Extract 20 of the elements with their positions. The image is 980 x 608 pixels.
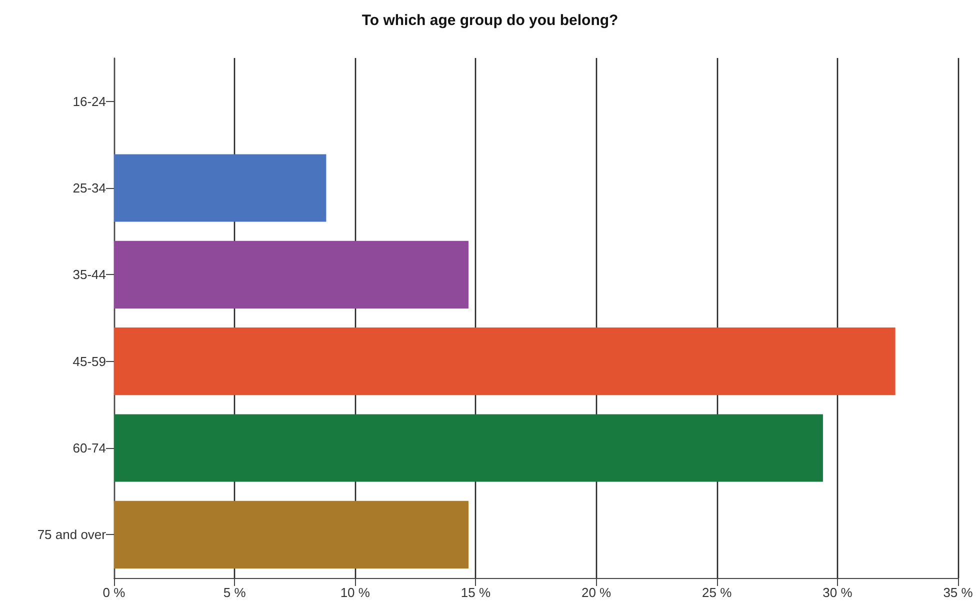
x-tick-label: 25 % bbox=[702, 585, 732, 600]
bar bbox=[114, 154, 326, 222]
y-tick-label: 16-24 bbox=[72, 94, 106, 109]
x-tick-label: 30 % bbox=[822, 585, 853, 600]
chart-title: To which age group do you belong? bbox=[362, 12, 618, 29]
x-tick-label: 35 % bbox=[943, 585, 974, 600]
x-tick-label: 10 % bbox=[340, 585, 370, 600]
y-tick-label: 75 and over bbox=[37, 527, 107, 542]
x-tick-label: 20 % bbox=[581, 585, 612, 600]
x-tick-label: 15 % bbox=[460, 585, 491, 600]
bar bbox=[114, 240, 468, 308]
y-tick-label: 60-74 bbox=[72, 440, 106, 456]
bar bbox=[114, 328, 896, 396]
y-tick-label: 45-59 bbox=[72, 354, 106, 369]
x-tick-label: 0 % bbox=[102, 585, 126, 600]
y-tick-label: 35-44 bbox=[72, 267, 106, 282]
y-tick-label: 25-34 bbox=[72, 180, 106, 196]
x-tick-label: 5 % bbox=[223, 585, 246, 600]
bar bbox=[114, 500, 468, 568]
bar bbox=[114, 414, 823, 482]
